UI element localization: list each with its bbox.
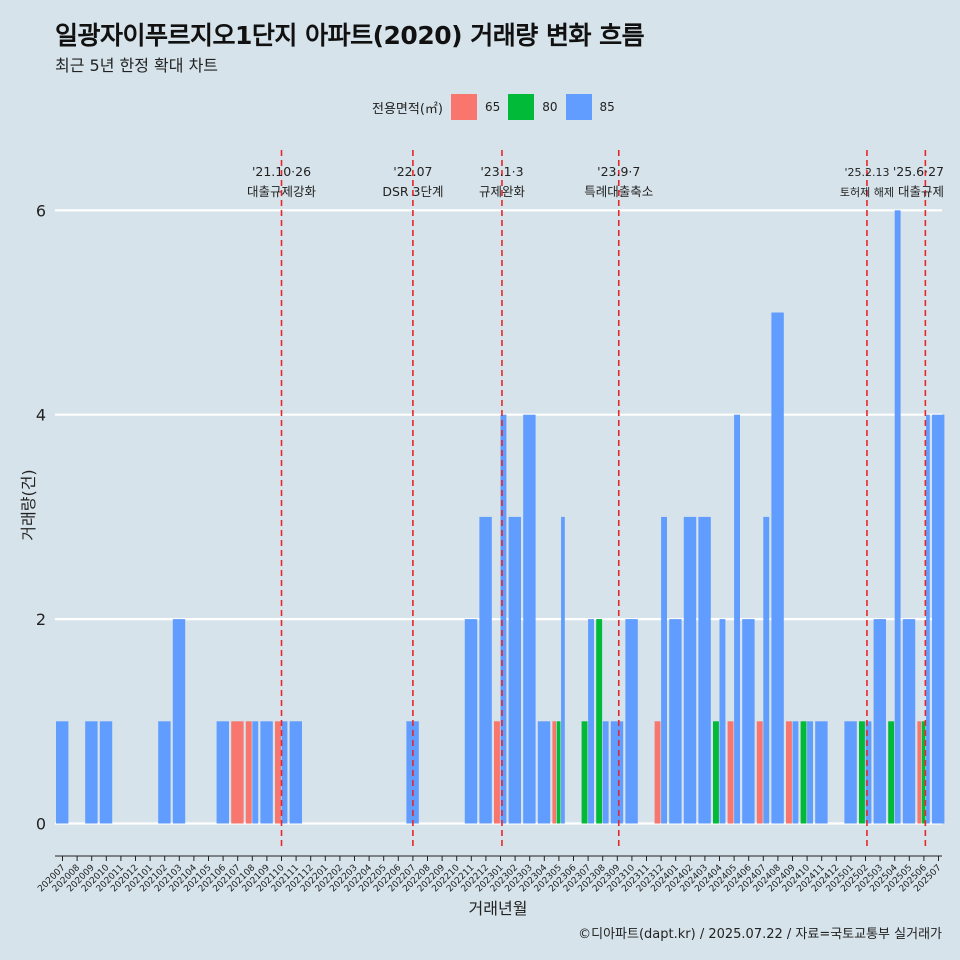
bar-85-202502 <box>865 721 872 824</box>
bar-85-202503 <box>873 619 886 824</box>
y-tick-label: 6 <box>36 201 46 220</box>
policy-marker-label: 대출규제 <box>898 184 944 199</box>
chart-subtitle: 최근 5년 한정 확대 차트 <box>55 56 219 75</box>
source-caption: ©디아파트(dapt.kr) / 2025.07.22 / 자료=국토교통부 실… <box>578 927 942 942</box>
bar-85-202402 <box>683 516 697 824</box>
bar-85-202309 <box>610 721 624 824</box>
bar-85-202507 <box>932 414 945 824</box>
bar-85-202010 <box>99 721 113 824</box>
bar-65-202107 <box>231 721 244 824</box>
policy-marker-label: 규제완화 <box>479 184 526 199</box>
bar-85-202102 <box>158 721 171 824</box>
legend-label-85: 85 <box>599 100 615 114</box>
bar-65-202305 <box>552 721 557 824</box>
bar-80-202410 <box>800 721 807 824</box>
y-tick-label: 4 <box>36 406 46 425</box>
bar-85-202111 <box>289 721 302 824</box>
bar-85-202212 <box>479 516 492 824</box>
bar-80-202305 <box>556 721 561 824</box>
bar-80-202506 <box>921 721 926 824</box>
policy-marker-label: DSR 3단계 <box>382 184 443 199</box>
bar-85-202303 <box>523 414 536 824</box>
bar-85-202407 <box>763 516 770 824</box>
policy-marker-date: '22.07 <box>393 164 432 179</box>
legend-label-65: 65 <box>484 100 501 114</box>
legend-item-85: 85 <box>565 94 615 120</box>
policy-marker-label: 토허제 해제 <box>840 185 894 199</box>
bar-85-202403 <box>698 516 711 824</box>
bar-85-202504 <box>894 210 901 824</box>
bar-65-202312 <box>654 721 661 824</box>
bar-85-202408 <box>771 312 784 824</box>
bar-65-202110 <box>275 721 281 824</box>
y-tick-label: 2 <box>36 610 46 629</box>
bar-85-202302 <box>508 516 521 824</box>
bar-85-202310 <box>625 619 638 824</box>
bar-65-202506 <box>917 721 922 824</box>
legend-item-65: 65 <box>450 94 501 120</box>
x-axis-label: 거래년월 <box>469 899 528 918</box>
y-axis-label: 거래량(건) <box>19 469 38 540</box>
bar-85-202405 <box>734 414 740 824</box>
bar-65-202405 <box>727 721 734 824</box>
bar-85-202007 <box>56 721 69 824</box>
policy-marker-date: '21.10·26 <box>252 164 311 179</box>
bar-85-202411 <box>815 721 828 824</box>
bar-85-202410 <box>807 721 813 824</box>
bar-85-202406 <box>742 619 755 824</box>
bar-85-202009 <box>85 721 98 824</box>
bar-85-202106 <box>216 721 229 824</box>
bar-85-202103 <box>172 619 186 824</box>
bar-85-202404 <box>719 619 726 824</box>
bar-85-202307 <box>588 619 594 824</box>
bar-85-202110 <box>281 721 288 824</box>
bar-65-202301 <box>494 721 500 824</box>
bar-80-202504 <box>888 721 895 824</box>
policy-marker-label: 특례대출축소 <box>584 184 653 199</box>
bar-85-202308 <box>602 721 609 824</box>
bar-65-202108 <box>245 721 252 824</box>
bar-80-202308 <box>596 619 603 824</box>
y-tick-label: 0 <box>36 815 46 834</box>
bar-85-202109 <box>260 721 273 824</box>
legend-title: 전용면적(㎡) <box>372 101 443 117</box>
bar-65-202407 <box>756 721 763 824</box>
bar-80-202404 <box>713 721 719 824</box>
bar-85-202301 <box>500 414 507 824</box>
bar-80-202502 <box>859 721 865 824</box>
bar-65-202409 <box>786 721 792 824</box>
bar-85-202304 <box>537 721 551 824</box>
bar-85-202505 <box>902 619 916 824</box>
policy-marker-date: '23.1·3 <box>480 164 523 179</box>
bar-85-202506 <box>926 414 930 824</box>
bar-85-202401 <box>669 619 682 824</box>
policy-marker-date: '25.6·27 <box>893 164 944 179</box>
bar-80-202307 <box>581 721 588 824</box>
bar-85-202108 <box>252 721 259 824</box>
bar-85-202211 <box>464 619 478 824</box>
bar-85-202312 <box>661 516 667 824</box>
chart-title: 일광자이푸르지오1단지 아파트(2020) 거래량 변화 흐름 <box>55 21 645 50</box>
policy-marker-date: '25.2.13 <box>844 166 889 179</box>
policy-marker-label: 대출규제강화 <box>247 184 317 199</box>
legend-swatch-65 <box>450 94 477 120</box>
bar-85-202305 <box>561 516 565 824</box>
legend: 전용면적(㎡) 65 80 85 <box>372 93 623 121</box>
bar-85-202501 <box>844 721 857 824</box>
legend-swatch-85 <box>565 94 592 120</box>
legend-item-80: 80 <box>508 94 558 120</box>
legend-swatch-80 <box>508 94 535 120</box>
policy-marker-date: '23.9·7 <box>597 164 640 179</box>
bar-85-202409 <box>792 721 799 824</box>
legend-label-80: 80 <box>542 100 558 114</box>
